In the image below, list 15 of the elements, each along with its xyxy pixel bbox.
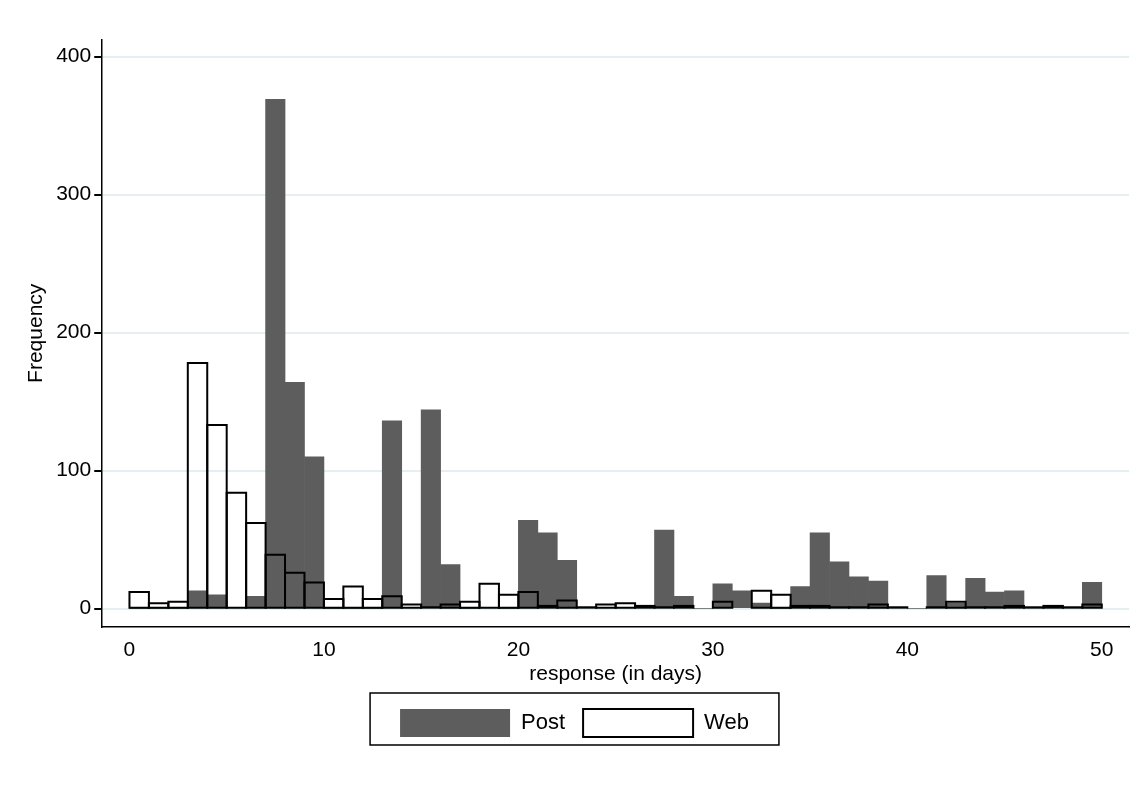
legend-label: Post — [521, 709, 566, 735]
y-tick-label: 100 — [56, 457, 92, 481]
x-tick-label: 50 — [1090, 637, 1114, 660]
x-tick-label: 0 — [123, 637, 136, 660]
x-axis-title: response (in days) — [529, 661, 702, 685]
x-tick-label: 10 — [312, 637, 336, 660]
y-tick-label: 300 — [56, 181, 92, 205]
y-tick-label: 0 — [79, 595, 92, 619]
y-tick-label: 400 — [56, 43, 92, 67]
x-tick-label: 30 — [701, 637, 725, 660]
x-tick-label: 40 — [895, 637, 919, 660]
legend-label: Web — [704, 709, 749, 735]
x-tick-label: 20 — [506, 637, 531, 660]
y-tick-label: 200 — [56, 319, 92, 343]
y-axis-title: Frequency — [23, 283, 47, 383]
